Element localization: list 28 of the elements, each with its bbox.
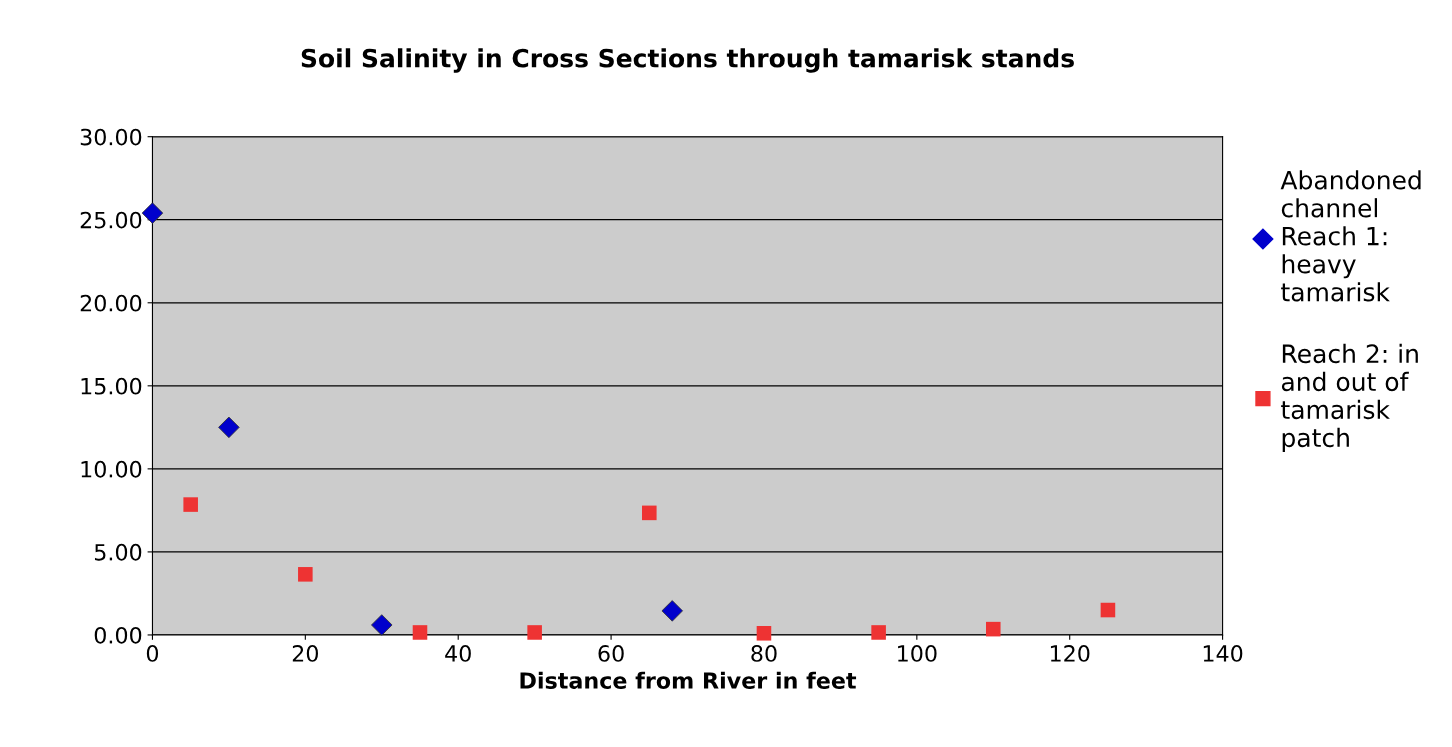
y-tick-label: 10.00 [81,460,142,478]
chart-title: Soil Salinity in Cross Sections through tamarisk stands [301,48,1074,73]
legend-label: Reach 2: in and out of tamarisk patch [1281,343,1418,453]
x-tick-label: 40 [445,645,471,662]
x-tick-label: 100 [898,645,937,662]
legend-label: Abandoned channel Reach 1: heavy tamarisk [1280,170,1421,302]
x-tick-label: 80 [751,645,777,662]
point [298,567,313,582]
y-tick-label: 5.00 [94,543,142,561]
point [756,626,772,641]
point [183,497,198,512]
x-tick-label: 60 [598,645,624,662]
point [527,625,542,640]
point [871,625,886,640]
point [985,621,1001,637]
point [412,625,428,640]
y-tick-label: 20.00 [80,294,142,312]
y-tick-label: 15.00 [81,377,142,395]
x-tick-label: 20 [292,645,318,662]
x-tick-label: 120 [1050,645,1090,662]
x-tick-label: 140 [1203,645,1243,662]
point [642,505,657,521]
point [1100,602,1116,618]
x-tick-label: 0 [146,645,159,662]
x-axis-title: Distance from River in feet [520,671,857,689]
y-tick-label: 30.00 [80,128,142,146]
y-tick-label: 0.00 [94,626,142,644]
y-tick-label: 25.00 [80,211,142,229]
